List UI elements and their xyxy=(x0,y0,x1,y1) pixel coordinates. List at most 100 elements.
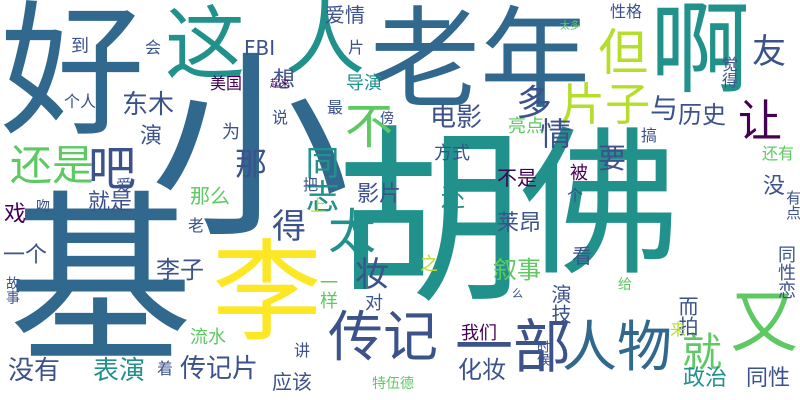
word-gushi: 故事 xyxy=(4,276,20,304)
word-laiang: 莱昂 xyxy=(497,211,542,236)
word-taiduo: 太多 xyxy=(560,21,580,32)
word-geren: 个人 xyxy=(64,92,97,111)
word-tongxinglian: 同性恋 xyxy=(775,245,796,299)
word-aiqing: 爱情 xyxy=(325,3,365,27)
word-a: 啊 xyxy=(650,0,750,108)
word-hai: 还 xyxy=(441,184,465,212)
word-zhe: 这 xyxy=(165,0,245,91)
word-xingge: 性格 xyxy=(610,2,643,21)
word-yan: 演 xyxy=(140,124,163,149)
word-jiu: 就 xyxy=(682,330,722,376)
word-shuo: 说 xyxy=(272,108,289,127)
word-qilai: 起来 xyxy=(270,79,290,90)
word-jiang: 讲 xyxy=(294,341,311,360)
word-gei: 给 xyxy=(618,277,632,293)
word-bu: 不 xyxy=(345,99,394,155)
word-ba2: 把 xyxy=(303,176,319,194)
word-dianying: 电影 xyxy=(430,103,483,133)
word-jiushi: 就是 xyxy=(88,190,133,215)
word-lai: 来 xyxy=(670,320,687,339)
word-name: 那么 xyxy=(190,184,230,208)
word-xushi: 叙事 xyxy=(493,256,541,284)
word-xi: 戏 xyxy=(4,202,27,227)
word-lishi: 历史 xyxy=(678,101,726,129)
word-hu: 胡 xyxy=(335,109,526,330)
word-fbi: FBI xyxy=(244,36,276,60)
word-zhengzhi: 政治 xyxy=(683,366,728,391)
word-duo: 多 xyxy=(516,83,553,124)
word-pianzi: 片子 xyxy=(560,78,651,131)
word-haishi: 还是 xyxy=(10,141,95,190)
word-zhe: 着 xyxy=(157,359,174,378)
word-zhuang: 妆 xyxy=(355,255,389,295)
word-youdian: 有点 xyxy=(784,190,800,220)
word-bushi: 不是 xyxy=(497,166,537,190)
word-fangshi: 方式 xyxy=(434,143,470,164)
word-lizi: 李子 xyxy=(156,256,204,284)
word-laonian: 老年 xyxy=(370,0,590,124)
word-haiyou: 还有 xyxy=(762,144,795,163)
word-fo: 佛 xyxy=(520,111,681,298)
word-you2: 又 xyxy=(730,284,799,363)
word-dongmu: 东木 xyxy=(122,90,175,120)
word-teweide: 特伍德 xyxy=(372,376,414,392)
word-yanji: 演技 xyxy=(548,284,572,324)
word-liushui: 流水 xyxy=(190,327,226,348)
word-dao: 到 xyxy=(71,36,89,57)
word-women: 我们 xyxy=(461,323,497,344)
word-meiyou: 没有 xyxy=(8,356,61,386)
word-lao: 老 xyxy=(188,216,205,235)
word-dui: 对 xyxy=(365,293,383,314)
word-gao: 搞 xyxy=(641,126,658,145)
word-zhuanjipian: 传记片 xyxy=(180,354,259,384)
word-wei: 为 xyxy=(222,122,240,143)
word-rang: 让 xyxy=(738,96,782,147)
word-xiao: 小 xyxy=(150,33,351,266)
word-xiang: 想 xyxy=(273,68,296,93)
word-juede: 觉得 xyxy=(719,56,738,88)
word-tai: 太 xyxy=(328,204,377,260)
word-biaoyan: 表演 xyxy=(93,356,146,386)
word-zhi: 之 xyxy=(420,254,438,275)
word-yige: 一个 xyxy=(3,243,48,268)
word-mei: 没 xyxy=(763,174,786,199)
word-yibu: 一部 xyxy=(455,313,572,381)
word-shang: 上 xyxy=(310,196,327,215)
word-na: 那 xyxy=(235,145,268,183)
word-yu: 与 xyxy=(650,92,679,125)
word-shihou: 时候 xyxy=(534,340,549,366)
word-de: 得 xyxy=(272,207,306,247)
word-li-big: 李 xyxy=(212,229,322,357)
word-yao: 要 xyxy=(598,142,627,175)
word-hui: 会 xyxy=(145,38,162,57)
word-qing: 情 xyxy=(540,115,573,153)
word-zui: 最 xyxy=(327,98,344,117)
word-dan: 但 xyxy=(598,24,648,82)
word-ba: 吧 xyxy=(88,141,137,197)
word-yingpian: 影片 xyxy=(357,182,402,207)
word-me: 么 xyxy=(512,287,523,300)
word-ge: 个 xyxy=(567,186,584,205)
word-ji: 基 xyxy=(8,174,193,390)
word-tongxing: 同性 xyxy=(746,366,791,391)
word-ren: 人 xyxy=(285,0,365,86)
word-ai: 爱 xyxy=(116,176,133,195)
word-liangdian: 亮点 xyxy=(508,116,544,137)
word-bang: 傍 xyxy=(380,111,394,127)
word-tongzhi: 同志 xyxy=(299,145,339,213)
word-zhuanji: 传记 xyxy=(328,305,439,369)
word-hao: 好 xyxy=(0,0,145,157)
word-renwu: 人物 xyxy=(562,315,673,379)
word-daoyan: 导演 xyxy=(346,73,382,94)
word-erpai: 而拍 xyxy=(675,296,699,336)
word-meiguo: 美国 xyxy=(210,74,243,93)
word-bei: 被 xyxy=(570,163,588,184)
word-kan: 看 xyxy=(572,244,592,268)
word-huazhuang: 化妆 xyxy=(458,356,506,384)
word-pian: 片 xyxy=(348,38,365,57)
word-yiyang: 一样 xyxy=(317,273,338,309)
word-yinggai: 应该 xyxy=(272,370,312,394)
word-wen: 吻 xyxy=(36,199,50,215)
word-you: 友 xyxy=(752,32,786,72)
